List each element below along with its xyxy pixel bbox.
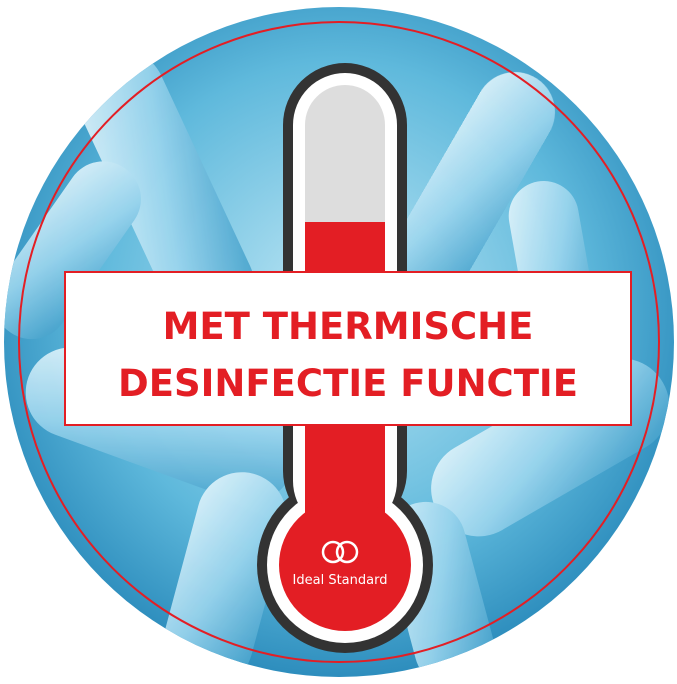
heading-line: DESINFECTIE FUNCTIE	[118, 362, 578, 405]
brand-name: Ideal Standard	[293, 573, 388, 588]
heading-line: MET THERMISCHE	[163, 305, 534, 348]
page: MET THERMISCHE DESINFECTIE FUNCTIE Ideal…	[0, 0, 677, 684]
badge: MET THERMISCHE DESINFECTIE FUNCTIE Ideal…	[0, 0, 677, 684]
